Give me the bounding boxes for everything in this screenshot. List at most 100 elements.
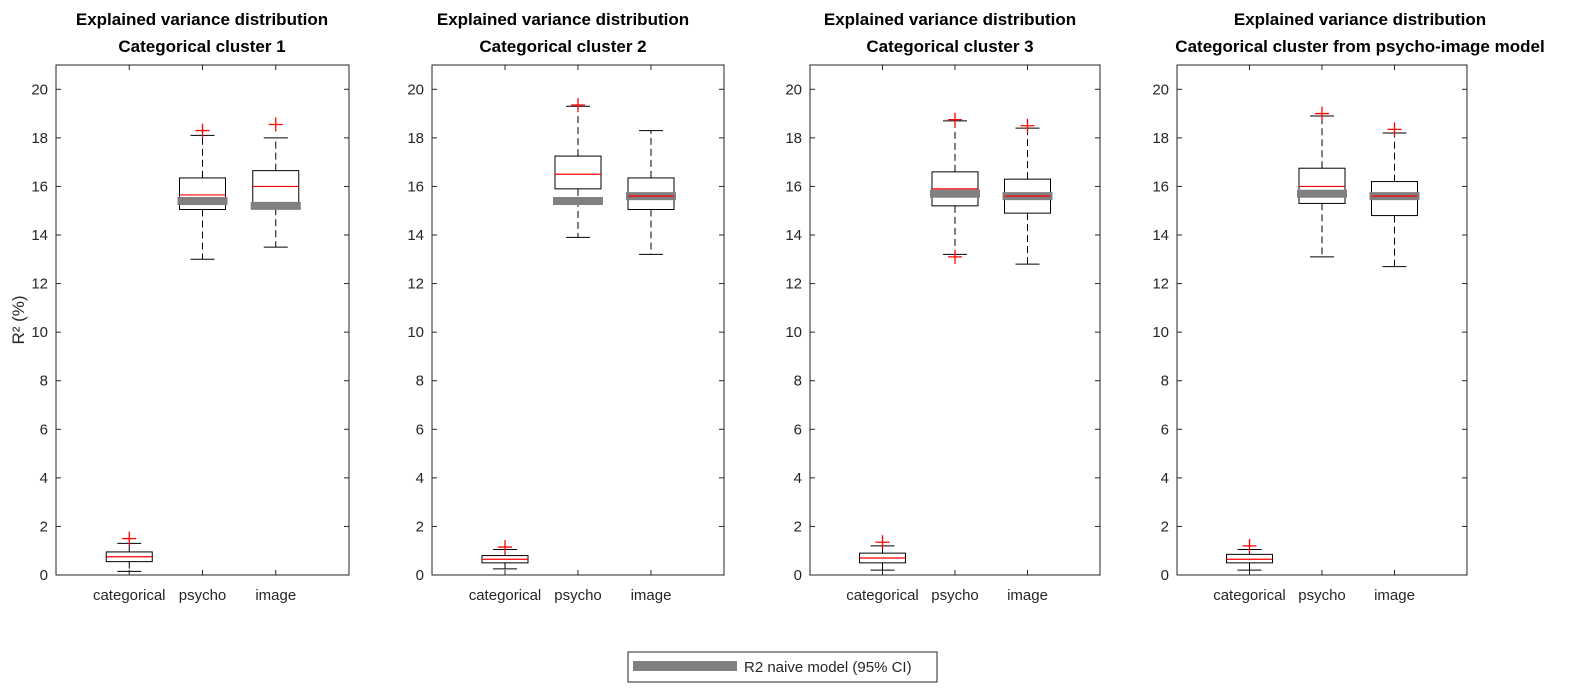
y-tick-label: 6 xyxy=(40,421,48,438)
x-tick-label: psycho xyxy=(931,587,979,604)
y-tick-label: 4 xyxy=(794,470,802,487)
boxplot-image xyxy=(1369,122,1420,268)
y-tick-label: 20 xyxy=(407,81,424,98)
outlier-marker xyxy=(875,535,890,550)
y-tick-label: 14 xyxy=(407,227,424,244)
iqr-box xyxy=(554,155,602,190)
y-tick-label: 12 xyxy=(1152,276,1169,293)
y-axis-label: R² (%) xyxy=(9,295,28,344)
boxplot-image xyxy=(626,130,676,255)
naive-ci-band xyxy=(553,197,603,205)
x-tick-label: image xyxy=(1374,587,1415,604)
x-tick-label: psycho xyxy=(179,587,227,604)
y-tick-label: 16 xyxy=(31,178,48,195)
panel-title: Explained variance distribution xyxy=(437,10,689,29)
y-tick-label: 14 xyxy=(31,227,48,244)
panel-3: Explained variance distribution Categoric… xyxy=(785,10,1101,604)
outlier-marker xyxy=(948,112,962,127)
boxplot-psycho xyxy=(553,98,603,238)
panel-title: Explained variance distribution xyxy=(1234,10,1486,29)
boxplot-categorical xyxy=(1226,538,1273,571)
y-tick-label: 2 xyxy=(1161,518,1169,535)
y-tick-label: 16 xyxy=(1152,178,1169,195)
y-tick-label: 12 xyxy=(785,276,802,293)
panel-2: Explained variance distribution Categoric… xyxy=(407,10,725,604)
y-tick-label: 18 xyxy=(785,130,802,147)
panel-subtitle: Categorical cluster 2 xyxy=(479,37,646,56)
outlier-marker xyxy=(571,98,585,113)
iqr-box xyxy=(1298,167,1346,204)
x-tick-label: psycho xyxy=(554,587,602,604)
y-tick-label: 6 xyxy=(416,421,424,438)
y-tick-label: 14 xyxy=(1152,227,1169,244)
boxplot-psycho xyxy=(1297,106,1347,258)
panel-4: Explained variance distribution Categoric… xyxy=(1152,10,1544,604)
y-tick-label: 8 xyxy=(1161,373,1169,390)
naive-ci-band xyxy=(930,189,980,198)
legend-label: R2 naive model (95% CI) xyxy=(744,659,912,676)
y-tick-label: 4 xyxy=(1161,470,1169,487)
panel-title: Explained variance distribution xyxy=(824,10,1076,29)
y-tick-label: 2 xyxy=(40,518,48,535)
x-tick-label: categorical xyxy=(846,587,919,604)
y-tick-label: 10 xyxy=(31,324,48,341)
iqr-box xyxy=(1226,553,1273,564)
boxplot-categorical xyxy=(481,540,529,570)
panel-subtitle: Categorical cluster from psycho-image mo… xyxy=(1175,37,1544,56)
y-tick-label: 12 xyxy=(407,276,424,293)
outlier-marker xyxy=(1020,118,1035,133)
y-tick-label: 6 xyxy=(794,421,802,438)
y-tick-label: 10 xyxy=(407,324,424,341)
y-tick-label: 10 xyxy=(785,324,802,341)
boxplot-categorical xyxy=(859,535,906,571)
boxplot-image xyxy=(250,117,301,248)
outlier-marker xyxy=(1242,538,1257,553)
y-tick-label: 4 xyxy=(416,470,424,487)
y-tick-label: 0 xyxy=(40,567,48,584)
y-tick-label: 0 xyxy=(416,567,424,584)
naive-ci-band xyxy=(250,201,301,210)
legend: R2 naive model (95% CI) xyxy=(627,651,938,683)
y-tick-label: 20 xyxy=(31,81,48,98)
x-tick-label: categorical xyxy=(469,587,542,604)
y-tick-label: 20 xyxy=(785,81,802,98)
outlier-marker xyxy=(498,540,512,555)
y-tick-label: 8 xyxy=(40,373,48,390)
panel-subtitle: Categorical cluster 1 xyxy=(118,37,285,56)
y-tick-label: 16 xyxy=(407,178,424,195)
panel-title: Explained variance distribution xyxy=(76,10,328,29)
y-tick-label: 8 xyxy=(416,373,424,390)
boxplot-psycho xyxy=(930,112,980,264)
x-tick-label: image xyxy=(255,587,296,604)
y-tick-label: 18 xyxy=(407,130,424,147)
outlier-marker xyxy=(268,117,283,132)
y-tick-label: 2 xyxy=(794,518,802,535)
y-tick-label: 16 xyxy=(785,178,802,195)
panel-1: Explained variance distribution Categoric… xyxy=(9,10,350,604)
y-tick-label: 20 xyxy=(1152,81,1169,98)
x-tick-label: image xyxy=(631,587,672,604)
naive-ci-band xyxy=(177,197,228,205)
outlier-marker xyxy=(948,249,962,264)
axes-frame xyxy=(809,64,1101,576)
legend-swatch-naive-ci xyxy=(633,661,737,671)
outlier-marker xyxy=(1387,122,1402,137)
outlier-marker xyxy=(1315,106,1329,121)
y-tick-label: 10 xyxy=(1152,324,1169,341)
x-tick-label: categorical xyxy=(93,587,166,604)
panel-subtitle: Categorical cluster 3 xyxy=(866,37,1033,56)
x-tick-label: psycho xyxy=(1298,587,1346,604)
outlier-marker xyxy=(195,123,210,138)
naive-ci-band xyxy=(1297,189,1347,198)
y-tick-label: 14 xyxy=(785,227,802,244)
y-tick-label: 12 xyxy=(31,276,48,293)
y-tick-label: 4 xyxy=(40,470,48,487)
iqr-box xyxy=(179,177,226,211)
boxplot-categorical xyxy=(105,531,153,572)
y-tick-label: 0 xyxy=(794,567,802,584)
boxplot-psycho xyxy=(177,123,228,260)
y-tick-label: 6 xyxy=(1161,421,1169,438)
x-tick-label: image xyxy=(1007,587,1048,604)
x-tick-label: categorical xyxy=(1213,587,1286,604)
